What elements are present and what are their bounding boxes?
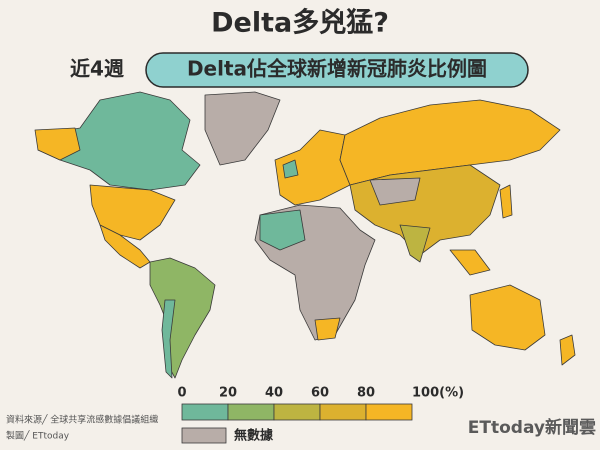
south-america <box>149 257 216 379</box>
title: Delta多兇猛? <box>211 8 389 39</box>
north-africa <box>259 209 306 251</box>
subtitle: Delta佔全球新增新冠肺炎比例圖 <box>187 57 487 81</box>
legend-tick-label: 20 <box>219 386 237 401</box>
southeast-asia <box>449 249 491 276</box>
legend-swatch <box>181 403 229 421</box>
australia <box>469 284 546 351</box>
new-zealand <box>559 334 576 366</box>
subtitle-pill <box>145 52 529 88</box>
canada <box>37 91 201 191</box>
legend: 0 20 40 60 80 100(%) 無數據 <box>177 386 464 444</box>
legend-swatch <box>365 403 413 421</box>
legend-swatch <box>273 403 321 421</box>
logo: ETtoday新聞雲 <box>468 417 596 438</box>
japan <box>499 184 513 219</box>
usa <box>89 184 176 241</box>
india <box>399 224 431 263</box>
credit: 製圖╱ ETtoday <box>6 430 70 442</box>
alaska <box>34 127 81 161</box>
legend-swatch <box>319 403 367 421</box>
legend-tick-label: 40 <box>265 386 283 401</box>
greenland <box>204 91 281 166</box>
legend-tick-label: 80 <box>357 386 375 401</box>
world-map <box>34 91 576 379</box>
south-africa <box>314 317 341 341</box>
subtitle-prefix: 近4週 <box>70 57 124 81</box>
no-data-label: 無數據 <box>234 428 274 444</box>
legend-tick-label: 60 <box>311 386 329 401</box>
legend-tick-label: 100(%) <box>412 386 464 401</box>
source: 資料來源╱ 全球共享流感數據倡議組織 <box>6 414 158 426</box>
uk <box>282 159 299 179</box>
legend-swatch <box>227 403 275 421</box>
legend-tick-label: 0 <box>177 386 186 401</box>
mexico <box>99 224 151 269</box>
chile <box>161 299 176 379</box>
central-asia <box>369 177 421 206</box>
no-data-swatch <box>181 427 227 444</box>
